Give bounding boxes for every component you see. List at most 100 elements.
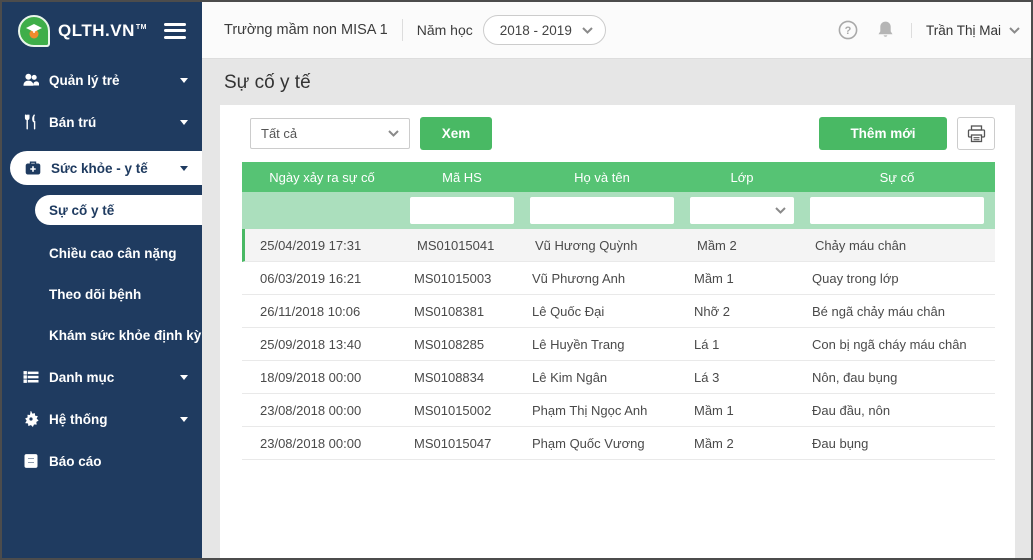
school-name: Trường mầm non MISA 1 [224,22,388,38]
topbar: Trường mầm non MISA 1 Năm học 2018 - 201… [202,2,1031,59]
school-year-dropdown[interactable]: 2018 - 2019 [482,15,606,45]
report-icon [22,453,39,470]
column-header-student-code: Mã HS [442,169,482,185]
cell-name: Lê Quốc Đại [532,303,605,319]
cell-date: 26/11/2018 10:06 [260,303,361,319]
sidebar-item-suc-khoe-y-te[interactable]: Sức khỏe - y tế [10,151,202,185]
cell-date: 23/08/2018 00:00 [260,435,362,451]
printer-icon [967,124,985,142]
cell-name: Lê Kim Ngân [532,369,608,385]
cell-incident: Đau bụng [812,435,869,451]
chevron-down-icon [180,374,188,380]
cell-incident: Quay trong lớp [812,270,899,286]
table-row[interactable]: 06/03/2019 16:21 MS01015003 Vũ Phương An… [242,262,995,295]
print-button[interactable] [957,117,995,150]
cell-student-code: MS01015041 [417,237,495,253]
sidebar: QLTH.VNTM Quản lý trẻ Bán trú [2,2,202,558]
cell-date: 06/03/2019 16:21 [260,270,362,286]
table-row[interactable]: 23/08/2018 00:00 MS01015002 Phạm Thị Ngọ… [242,394,995,427]
content: Sự cố y tế Tất cả Xem Thêm mới [202,59,1031,558]
table-row[interactable]: 23/08/2018 00:00 MS01015047 Phạm Quốc Vư… [242,427,995,460]
table-row[interactable]: 26/11/2018 10:06 MS0108381 Lê Quốc Đại N… [242,295,995,328]
cell-name: Phạm Thị Ngọc Anh [532,402,648,418]
add-new-button[interactable]: Thêm mới [819,117,947,150]
chevron-down-icon [388,130,399,137]
cell-class: Mầm 1 [694,402,734,418]
page-title: Sự cố y tế [224,72,311,93]
toolbar: Tất cả Xem Thêm mới [220,105,1015,162]
users-icon [22,72,39,89]
table-row[interactable]: 25/04/2019 17:31 MS01015041 Vũ Hương Quỳ… [242,229,995,262]
cell-date: 25/04/2019 17:31 [260,237,362,253]
qlth-logo-icon [18,14,50,47]
brand-name: QLTH.VNTM [58,20,147,40]
sidebar-subitem-kham-suc-khoe-dinh-ky[interactable]: Khám sức khỏe định kỳ [2,315,202,356]
main-area: Trường mầm non MISA 1 Năm học 2018 - 201… [202,2,1031,558]
svg-text:?: ? [845,25,852,37]
school-year-label: Năm học [416,22,473,38]
cell-student-code: MS0108285 [414,336,485,352]
table-row[interactable]: 18/09/2018 00:00 MS0108834 Lê Kim Ngân L… [242,361,995,394]
column-header-incident: Sự cố [879,169,915,185]
filter-incident-input[interactable] [810,197,984,224]
cutlery-icon [22,114,39,131]
user-menu[interactable]: Trần Thị Mai [910,22,1020,38]
incident-filter-dropdown[interactable]: Tất cả [250,118,410,149]
medkit-icon [24,160,41,177]
cell-class: Nhỡ 2 [694,303,730,319]
cell-class: Lá 1 [694,336,720,352]
cell-student-code: MS01015047 [414,435,492,451]
trademark: TM [135,23,147,31]
sidebar-item-he-thong[interactable]: Hệ thống [2,398,202,440]
sidebar-item-ban-tru[interactable]: Bán trú [2,101,202,143]
hamburger-menu-icon[interactable] [162,15,188,46]
sidebar-item-label: Báo cáo [49,453,102,469]
sidebar-item-label: Hệ thống [49,411,108,427]
cell-date: 23/08/2018 00:00 [260,402,362,418]
user-name: Trần Thị Mai [925,22,1001,38]
cell-class: Mầm 2 [694,435,734,451]
cell-name: Vũ Phương Anh [532,270,626,286]
cell-incident: Con bị ngã cháy máu chân [812,336,967,352]
column-header-class: Lớp [730,169,754,185]
sidebar-item-label: Quản lý trẻ [49,72,120,88]
help-icon[interactable]: ? [837,19,859,41]
cell-student-code: MS0108381 [414,303,485,319]
incident-filter-value: Tất cả [261,126,298,141]
table-row[interactable]: 25/09/2018 13:40 MS0108285 Lê Huyền Tran… [242,328,995,361]
cell-incident: Đau đầu, nôn [812,402,891,418]
list-icon [22,369,39,386]
cell-incident: Chảy máu chân [815,237,907,253]
view-button[interactable]: Xem [420,117,492,150]
sidebar-item-quan-ly-tre[interactable]: Quản lý trẻ [2,59,202,101]
cell-name: Lê Huyền Trang [532,336,625,352]
chevron-down-icon [582,26,593,34]
sidebar-item-danh-muc[interactable]: Danh mục [2,356,202,398]
sidebar-subitem-label: Khám sức khỏe định kỳ [49,328,202,343]
sidebar-subitem-label: Sự cố y tế [49,202,115,218]
cell-student-code: MS01015003 [414,270,492,286]
cell-date: 25/09/2018 13:40 [260,336,362,352]
filter-class-dropdown[interactable] [690,197,794,224]
school-year-value: 2018 - 2019 [499,22,572,38]
column-header-date: Ngày xảy ra sự cố [269,169,375,185]
sidebar-subitem-theo-doi-benh[interactable]: Theo dõi bệnh [2,274,202,315]
sidebar-item-label: Sức khỏe - y tế [51,160,148,176]
sidebar-subitem-label: Chiều cao cân nặng [49,246,177,261]
notifications-bell-icon[interactable] [875,19,897,41]
sidebar-item-bao-cao[interactable]: Báo cáo [2,440,202,482]
chevron-down-icon [180,416,188,422]
sidebar-subitem-chieu-cao-can-nang[interactable]: Chiều cao cân nặng [2,233,202,274]
sidebar-item-label: Bán trú [49,114,97,130]
filter-student-code-input[interactable] [410,197,514,224]
cell-student-code: MS01015002 [414,402,492,418]
cell-student-code: MS0108834 [414,369,485,385]
chevron-down-icon [180,77,188,83]
column-header-full-name: Họ và tên [574,169,630,185]
sidebar-subitem-su-co-y-te[interactable]: Sự cố y tế [35,195,202,225]
cell-name: Vũ Hương Quỳnh [535,237,638,253]
cell-incident: Nôn, đau bụng [812,369,898,385]
sidebar-subitem-label: Theo dõi bệnh [49,287,142,302]
filter-name-input[interactable] [530,197,674,224]
